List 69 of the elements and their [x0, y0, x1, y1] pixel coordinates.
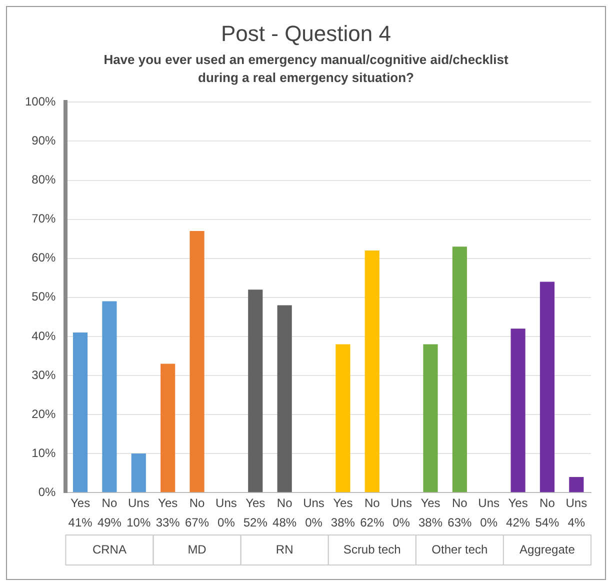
text: Scrub tech [343, 542, 401, 556]
data-label: 0% [392, 515, 410, 530]
data-label: 41% [68, 515, 93, 530]
text: MD [188, 542, 207, 556]
x-tick-label: No [452, 496, 468, 510]
data-label: 63% [448, 515, 472, 530]
data-label: 33% [156, 515, 180, 530]
bar [190, 231, 204, 492]
bar [248, 290, 263, 492]
data-label: 49% [97, 515, 122, 530]
x-tick-label: Yes [158, 496, 178, 510]
data-label: 10% [126, 515, 151, 530]
bar [336, 344, 350, 492]
y-tick-label: 90% [32, 134, 56, 148]
x-tick-label: No [364, 496, 380, 510]
bar [102, 301, 117, 492]
x-tick-label: Yes [246, 496, 266, 510]
x-tick-label: Uns [128, 496, 150, 510]
text: Other tech [432, 542, 488, 556]
text: RN [276, 542, 294, 556]
bar [277, 305, 292, 492]
data-label: 62% [360, 515, 384, 530]
x-tick-label: Uns [216, 496, 237, 510]
y-tick-label: 10% [32, 446, 56, 460]
x-tick-label: Yes [508, 496, 528, 510]
bar [569, 476, 584, 492]
y-tick-label: 100% [24, 94, 56, 109]
data-label: 4% [568, 515, 586, 530]
bar [423, 344, 438, 492]
x-tick-label: Uns [303, 496, 324, 510]
chart-subtitle: Have you ever used an emergency manual/cognitive aid/checklist during a real emergency situation? [102, 51, 510, 87]
bar [131, 454, 146, 492]
data-label: 48% [272, 515, 297, 530]
x-tick-label: Uns [390, 496, 412, 510]
bar [510, 328, 526, 492]
text: CRNA [92, 542, 126, 556]
x-tick-label: Uns [566, 496, 588, 510]
y-tick-label: 50% [32, 290, 56, 304]
x-tick-label: Yes [333, 496, 353, 510]
bar [160, 364, 176, 492]
x-tick-label: No [189, 496, 206, 510]
y-tick-label: 30% [32, 368, 56, 382]
text: Aggregate [520, 542, 576, 556]
data-label: 0% [305, 515, 323, 530]
x-tick-label: No [276, 496, 293, 510]
bar [452, 246, 467, 492]
data-label: 42% [506, 515, 530, 530]
bar [364, 250, 380, 492]
data-label: 38% [330, 515, 356, 530]
bar [540, 282, 555, 492]
data-label: 54% [535, 515, 560, 530]
x-tick-label: No [540, 496, 556, 510]
bar [72, 332, 88, 492]
x-tick-label: Yes [70, 496, 90, 510]
y-tick-label: 70% [32, 212, 56, 226]
data-label: 67% [185, 515, 210, 530]
data-label: 52% [243, 515, 268, 530]
x-tick-label: No [102, 496, 118, 510]
x-tick-label: Yes [420, 496, 440, 510]
data-label: 0% [218, 515, 236, 530]
x-tick-label: Uns [478, 496, 500, 510]
y-tick-label: 80% [32, 172, 56, 187]
chart-title: Post - Question 4 [220, 21, 392, 47]
y-tick-label: 20% [32, 406, 56, 421]
data-label: 38% [418, 515, 443, 530]
y-tick-label: 60% [32, 250, 56, 265]
y-tick-label: 0% [38, 484, 56, 499]
data-label: 0% [480, 515, 498, 530]
y-tick-label: 40% [32, 328, 56, 343]
